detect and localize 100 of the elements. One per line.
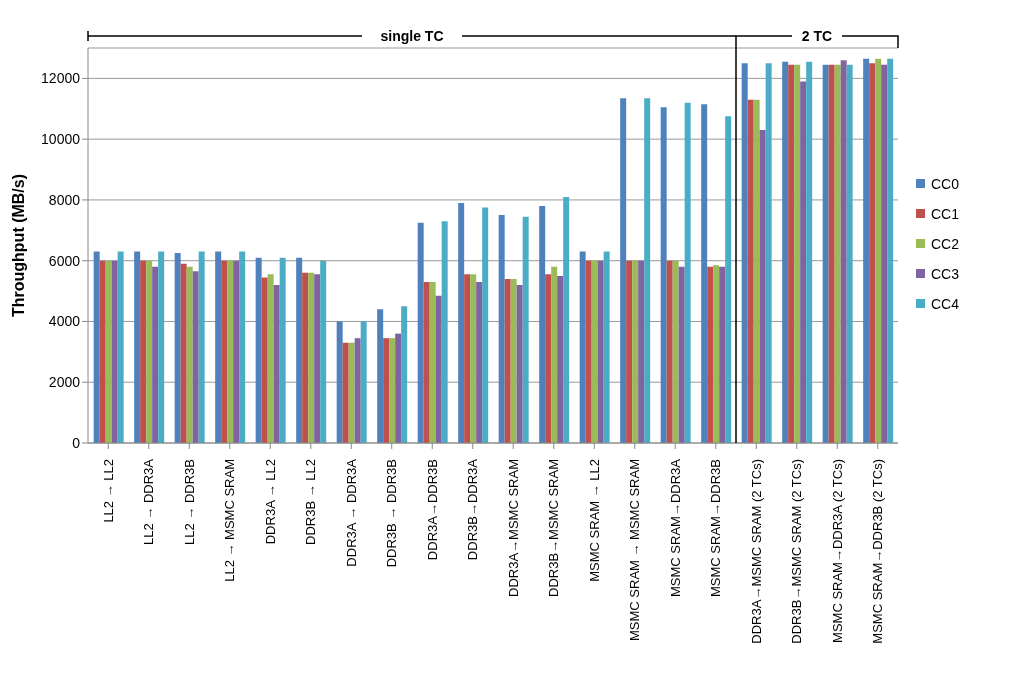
y-tick-label: 0 <box>72 434 81 451</box>
bar <box>806 61 813 443</box>
bar <box>759 130 766 443</box>
bar <box>863 58 870 443</box>
bar <box>800 81 807 443</box>
bar <box>701 104 708 443</box>
legend-label: CC0 <box>931 175 960 192</box>
bar <box>597 260 604 443</box>
bar <box>644 98 651 443</box>
bar <box>354 338 361 443</box>
bar <box>516 285 523 443</box>
bar <box>660 107 667 443</box>
bar <box>551 266 558 443</box>
bar <box>834 64 841 443</box>
bar <box>875 58 882 443</box>
bar <box>585 260 592 443</box>
bar <box>134 251 141 443</box>
y-axis-title: Throughput (MB/s) <box>9 173 27 318</box>
x-tick-label: DDR3B → LL2 <box>303 459 319 545</box>
x-tick-label: LL2 → LL2 <box>100 459 116 523</box>
bar <box>320 260 327 443</box>
x-tick-label: MSMC SRAM → LL2 <box>586 459 602 582</box>
legend-label: CC2 <box>931 235 960 252</box>
bar <box>429 281 436 443</box>
x-tick-label: DDR3A→DDR3B <box>424 459 440 561</box>
bar <box>267 274 274 443</box>
bar <box>273 285 280 443</box>
x-tick-label: DDR3A → LL2 <box>262 459 278 545</box>
bar <box>869 63 876 443</box>
bar <box>140 260 147 443</box>
x-tick-label: DDR3B→MSMC SRAM (2 TCs) <box>789 459 805 644</box>
bar <box>887 58 894 443</box>
bar <box>788 64 795 443</box>
x-tick-label: LL2 → DDR3A <box>141 458 157 545</box>
y-tick-label: 10000 <box>41 131 81 148</box>
bar <box>539 206 546 443</box>
bar <box>476 281 483 443</box>
bar <box>522 216 529 443</box>
y-tick-label: 2000 <box>48 374 81 391</box>
bar <box>227 260 234 443</box>
x-tick-label: MSMC SRAM→DDR3A <box>667 458 683 597</box>
bar <box>822 64 829 443</box>
bar <box>117 251 124 443</box>
y-tick-label: 8000 <box>48 191 81 208</box>
x-tick-label: DDR3B → DDR3B <box>384 459 400 568</box>
bar <box>158 251 165 443</box>
bar <box>302 272 309 443</box>
bar <box>215 251 222 443</box>
x-tick-label: LL2 → DDR3B <box>181 459 197 545</box>
bar <box>591 260 598 443</box>
bar <box>713 265 720 443</box>
bar <box>707 266 714 443</box>
bar <box>603 251 610 443</box>
bar <box>672 260 679 443</box>
bar <box>678 266 685 443</box>
legend-label: CC1 <box>931 205 960 222</box>
bar <box>846 64 853 443</box>
bar <box>828 64 835 443</box>
bar <box>563 196 570 443</box>
bar <box>308 272 315 443</box>
bar <box>684 102 691 443</box>
bar <box>180 263 187 443</box>
x-tick-label: LL2 → MSMC SRAM <box>222 459 238 582</box>
bar <box>741 63 748 443</box>
x-tick-label: DDR3A→MSMC SRAM (2 TCs) <box>748 459 764 644</box>
bar <box>620 98 627 443</box>
x-tick-label: MSMC SRAM→DDR3A (2 TCs) <box>829 459 845 643</box>
bar <box>725 116 732 443</box>
bar <box>545 274 552 443</box>
bar <box>377 309 384 443</box>
bar <box>435 295 442 443</box>
x-tick-label: DDR3A → DDR3A <box>343 458 359 567</box>
bar <box>296 257 303 443</box>
bar <box>111 260 118 443</box>
y-tick-label: 12000 <box>41 70 81 87</box>
bar <box>498 215 505 443</box>
bar <box>557 275 564 443</box>
bar <box>105 260 112 443</box>
bar <box>174 253 181 443</box>
bar <box>753 99 760 443</box>
bar <box>336 321 343 443</box>
bar <box>470 274 477 443</box>
y-tick-label: 6000 <box>48 252 81 269</box>
legend-label: CC4 <box>931 295 960 312</box>
text: 2 TC <box>801 28 833 44</box>
x-tick-label: MSMC SRAM→DDR3B <box>708 459 724 597</box>
bar <box>348 342 355 443</box>
bar <box>152 266 159 443</box>
bar <box>579 251 586 443</box>
bar <box>464 274 471 443</box>
bar <box>638 260 645 443</box>
bar <box>360 321 367 443</box>
bar <box>840 60 847 443</box>
bar <box>423 281 430 443</box>
x-tick-label: DDR3B→DDR3A <box>465 458 481 561</box>
bar <box>239 251 246 443</box>
bar <box>666 260 673 443</box>
y-tick-label: 4000 <box>48 313 81 330</box>
bar <box>261 277 268 443</box>
bar <box>383 338 390 443</box>
